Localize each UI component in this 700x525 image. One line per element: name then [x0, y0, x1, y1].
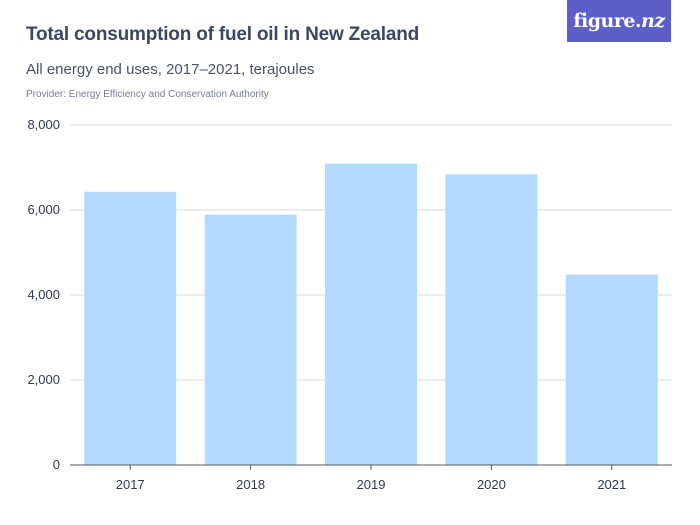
- y-tick-label-2: 4,000: [27, 287, 60, 302]
- y-tick-label-4: 8,000: [27, 117, 60, 132]
- data-provider: Provider: Energy Efficiency and Conserva…: [26, 89, 269, 100]
- x-tick-label-2: 2019: [357, 477, 386, 492]
- y-tick-label-0: 0: [53, 457, 60, 472]
- chart-title: Total consumption of fuel oil in New Zea…: [26, 24, 420, 45]
- bar-2018: [204, 214, 297, 465]
- x-tick-label-3: 2020: [477, 477, 506, 492]
- chart-subtitle: All energy end uses, 2017–2021, terajoul…: [26, 61, 315, 78]
- bar-2019: [325, 163, 417, 466]
- x-tick-label-1: 2018: [236, 477, 265, 492]
- y-tick-label-1: 2,000: [27, 372, 60, 387]
- figure-nz-logo[interactable]: figure. nz: [567, 0, 671, 42]
- logo-text-main: figure.: [573, 10, 642, 32]
- logo-text-accent: nz: [641, 10, 665, 32]
- bar-2020: [445, 174, 538, 466]
- y-tick-label-3: 6,000: [27, 202, 60, 217]
- x-tick-label-0: 2017: [116, 477, 145, 492]
- bar-2021: [565, 274, 658, 465]
- x-tick-label-4: 2021: [597, 477, 626, 492]
- bar-2017: [84, 191, 177, 465]
